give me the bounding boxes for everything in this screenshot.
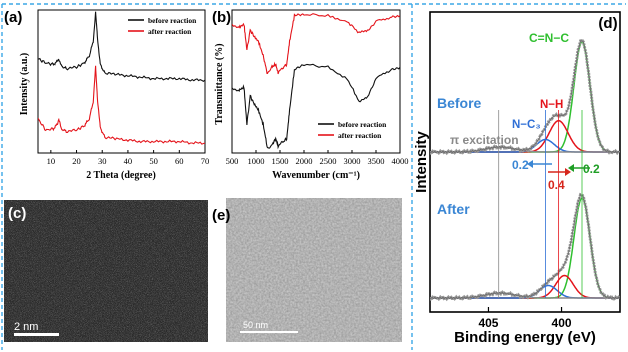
d-shift-red: 0.4 <box>548 178 565 192</box>
panel-b-xlabel: Wavenumber (cm⁻¹) <box>272 170 360 181</box>
panel-a-axes <box>37 9 206 154</box>
xtick-label-0: 500 <box>226 156 239 166</box>
xtick-label-2: 30 <box>98 156 107 166</box>
legend-label-0: before reaction <box>148 16 197 25</box>
d-arrowhead-red <box>565 168 571 176</box>
panel-d-xticks: 405 400 <box>478 307 572 330</box>
d-label-nh: N−H <box>540 99 563 111</box>
xtick-label-5: 3000 <box>344 156 361 166</box>
d-shift-green: 0.2 <box>583 162 600 176</box>
panel-c-scale-label: 2 nm <box>14 321 38 333</box>
xtick-label-2: 1500 <box>272 156 289 166</box>
panel-e-noise <box>226 198 402 342</box>
d-label-cnc: C=N−C <box>529 31 569 45</box>
xtick-label-6: 3500 <box>368 156 385 166</box>
d-panel-before-label: Before <box>437 95 482 111</box>
xtick-label-3: 40 <box>124 156 133 166</box>
panel-label-d: (d) <box>598 15 617 32</box>
panel-b-series <box>232 13 400 150</box>
panel-label-e: (e) <box>212 207 230 224</box>
d-xtick-label-1: 400 <box>552 316 572 330</box>
panel-d-axes <box>429 11 621 313</box>
xtick-label-1: 1000 <box>248 156 265 166</box>
d-shift-blue: 0.2 <box>512 158 529 172</box>
d-panel-after-label: After <box>437 201 470 217</box>
d-xtick-label-0: 405 <box>478 316 498 330</box>
xtick-label-6: 70 <box>201 156 210 166</box>
panel-a-ylabel: Intensity (a.u.) <box>19 53 30 116</box>
panel-d-ylabel: Intensity <box>413 131 430 193</box>
d-label-nc3: N−C₃ <box>512 119 541 131</box>
panel-d-series <box>430 39 620 302</box>
panel-a-xticks: 10 20 30 40 50 60 70 <box>47 150 210 166</box>
panel-label-b: (b) <box>212 9 231 26</box>
series-line-1 <box>38 65 205 145</box>
d-arrowhead-green <box>568 164 574 172</box>
dashed-frame <box>1 3 626 350</box>
panel-d-annotations: Before After C=N−C N−H N−C₃ π excitation 0.2 0.… <box>437 31 600 217</box>
panel-e-scale-bar <box>240 331 298 333</box>
panel-b-axes <box>231 9 401 154</box>
panel-c-noise <box>4 200 208 342</box>
xtick-label-5: 60 <box>175 156 184 166</box>
panel-label-c: (c) <box>8 205 26 222</box>
panel-label-a: (a) <box>4 9 22 26</box>
xtick-label-1: 20 <box>72 156 81 166</box>
xtick-label-4: 2500 <box>320 156 337 166</box>
series-line-1 <box>232 13 400 75</box>
panel-c: (c) 2 nm <box>4 200 208 342</box>
panel-c-scale-bar <box>14 333 59 336</box>
series-line-0 <box>232 63 400 150</box>
d-label-pi: π excitation <box>450 133 519 147</box>
series-line-0 <box>38 11 205 82</box>
d-arrowhead-blue <box>527 160 533 168</box>
legend-label-1: after reaction <box>148 27 192 36</box>
panel-b-ylabel: Transmittance (%) <box>214 43 225 124</box>
xtick-label-0: 10 <box>47 156 56 166</box>
panel-a-xlabel: 2 Theta (degree) <box>86 170 156 181</box>
d-envelope-core-0 <box>430 40 620 154</box>
panel-d: 405 400 Before After C=N−C N−H N−C₃ π excitati… <box>413 11 621 346</box>
panel-a-series <box>38 11 205 145</box>
panel-a-legend: before reaction after reaction <box>128 16 197 36</box>
legend-label-1: after reaction <box>338 131 382 140</box>
panel-a: 10 20 30 40 50 60 70 before reaction after reac… <box>4 9 209 181</box>
panel-d-xlabel: Binding energy (eV) <box>454 329 596 346</box>
d-envelope-core-1 <box>430 194 620 300</box>
panel-b: 500 1000 1500 2000 2500 3000 3500 4000 before r… <box>212 9 409 181</box>
panel-e: (e) 50 nm <box>212 198 402 342</box>
panel-e-scale-label: 50 nm <box>243 320 268 330</box>
panel-b-xticks: 500 1000 1500 2000 2500 3000 3500 4000 <box>226 150 409 166</box>
legend-label-0: before reaction <box>338 120 387 129</box>
xtick-label-4: 50 <box>149 156 158 166</box>
xtick-label-7: 4000 <box>392 156 409 166</box>
panel-b-legend: before reaction after reaction <box>318 120 387 140</box>
xtick-label-3: 2000 <box>296 156 313 166</box>
